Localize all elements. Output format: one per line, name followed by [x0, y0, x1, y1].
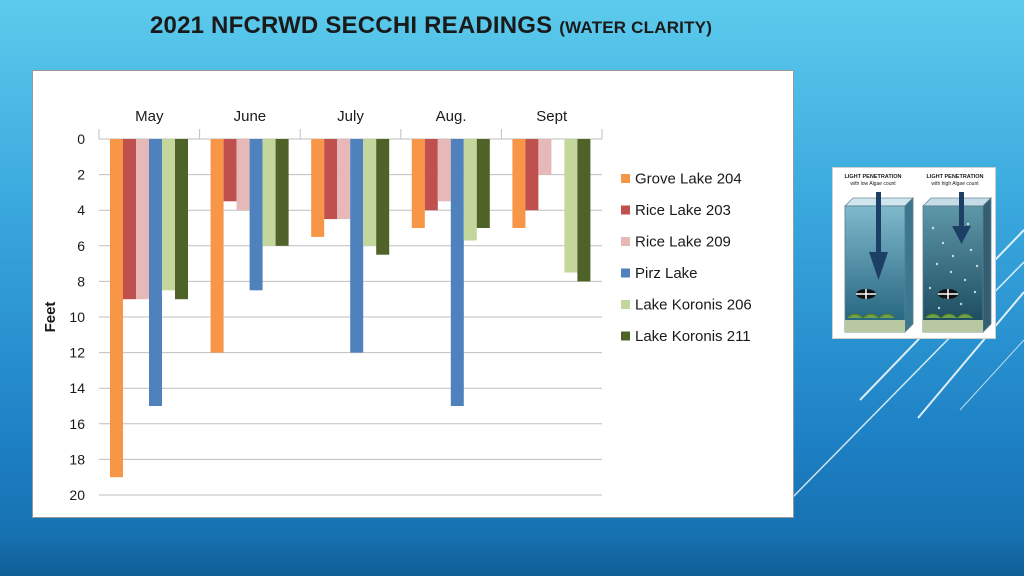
bar — [564, 139, 578, 273]
bar — [324, 139, 338, 220]
y-tick-label: 4 — [77, 202, 85, 218]
bar — [262, 139, 276, 246]
y-axis-title: Feet — [42, 302, 59, 333]
x-category-label: Aug. — [436, 108, 467, 125]
bar — [437, 139, 451, 202]
bar — [337, 139, 351, 220]
bar — [525, 139, 539, 211]
bar — [249, 139, 263, 291]
x-category-label: Sept — [536, 108, 568, 125]
y-tick-label: 0 — [77, 131, 85, 147]
bar — [175, 139, 188, 300]
x-category-label: May — [135, 108, 164, 125]
inset-left-label-2: with low Algae count — [850, 181, 896, 187]
slide-title-sub: (WATER CLARITY) — [559, 18, 713, 37]
bar — [363, 139, 377, 246]
y-tick-label: 2 — [77, 167, 85, 183]
bar — [424, 139, 438, 211]
y-tick-label: 18 — [69, 451, 85, 467]
y-tick-label: 12 — [69, 345, 85, 361]
bar — [275, 139, 289, 246]
legend-swatch — [621, 331, 630, 341]
bar — [236, 139, 250, 211]
bar — [110, 139, 123, 478]
bar — [512, 139, 526, 228]
bar — [136, 139, 149, 300]
y-tick-label: 16 — [69, 416, 85, 432]
legend-label: Rice Lake 203 — [635, 202, 731, 219]
bar — [577, 139, 591, 282]
inset-right-label-2: with high Algae count — [931, 181, 979, 187]
bar — [210, 139, 224, 353]
bar — [311, 139, 325, 237]
bar — [538, 139, 552, 175]
bar — [450, 139, 464, 406]
y-tick-label: 6 — [77, 238, 85, 254]
bar — [350, 139, 364, 353]
bar — [162, 139, 175, 291]
legend-label: Pirz Lake — [635, 265, 698, 282]
slide-title-main: 2021 NFCRWD SECCHI READINGS — [150, 12, 553, 39]
x-category-label: July — [337, 108, 364, 125]
bar — [411, 139, 425, 228]
x-category-label: June — [234, 108, 267, 125]
y-tick-label: 20 — [69, 487, 85, 503]
chart-container: 0 2 4 6 8 10 12 14 16 18 20 May June July Aug. Sept Feet… — [32, 70, 794, 518]
bar — [123, 139, 136, 300]
y-tick-label: 14 — [69, 380, 85, 396]
light-penetration-illustration: LIGHT PENETRATION with low Algae count L… — [832, 167, 996, 339]
inset-right-label-1: LIGHT PENETRATION — [926, 174, 983, 180]
secchi-bar-chart: 0 2 4 6 8 10 12 14 16 18 20 May June July Aug. Sept Feet… — [42, 108, 752, 503]
bottom-band — [0, 530, 1024, 576]
inset-left-label-1: LIGHT PENETRATION — [844, 174, 901, 180]
legend-swatch — [621, 174, 630, 183]
legend-label: Grove Lake 204 — [635, 171, 742, 188]
bar — [223, 139, 237, 202]
y-tick-label: 10 — [69, 309, 85, 325]
bar — [463, 139, 477, 241]
bar — [476, 139, 490, 228]
legend-label: Rice Lake 209 — [635, 234, 731, 251]
bar — [149, 139, 162, 406]
legend-swatch — [621, 205, 630, 215]
legend-swatch — [621, 237, 630, 246]
legend-label: Lake Koronis 211 — [635, 328, 751, 345]
bar — [376, 139, 390, 255]
legend-label: Lake Koronis 206 — [635, 297, 752, 314]
slide-title: 2021 NFCRWD SECCHI READINGS (WATER CLARI… — [150, 12, 712, 40]
legend-swatch — [621, 268, 630, 278]
legend-swatch — [621, 300, 630, 309]
y-tick-label: 8 — [77, 273, 85, 289]
